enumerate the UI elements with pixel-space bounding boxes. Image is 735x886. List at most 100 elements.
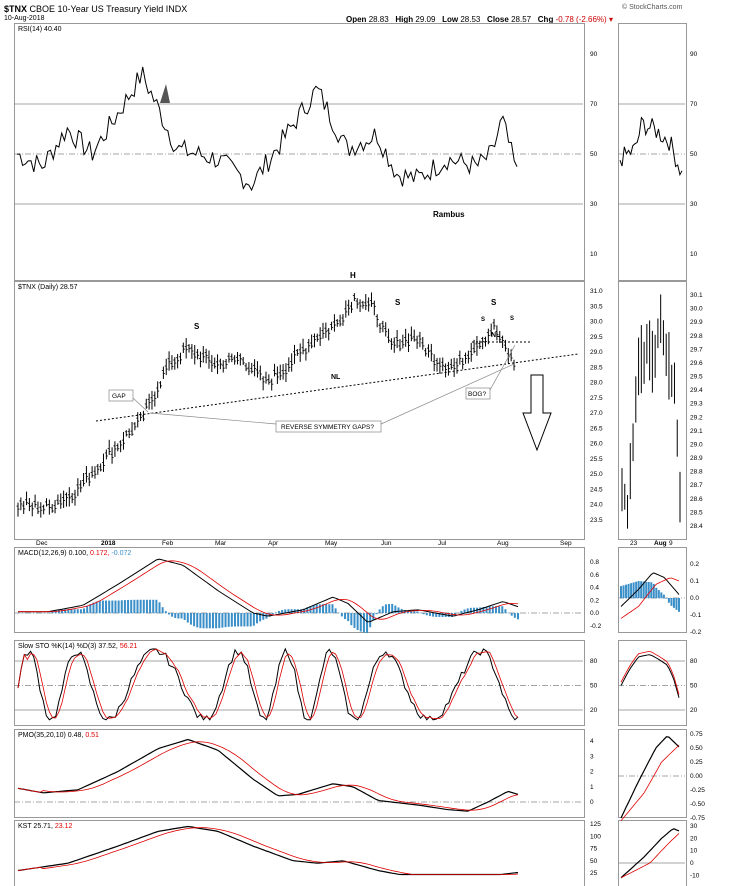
s-small1-label: S	[481, 317, 485, 323]
macd-histogram-bar	[74, 609, 76, 613]
price-side-tick-14: 28.7	[690, 482, 703, 489]
macd-side-histogram-bar	[660, 592, 662, 598]
macd-histogram-bar	[262, 613, 264, 620]
macd-side-histogram-bar	[655, 588, 657, 598]
macd-histogram-bar	[181, 613, 183, 618]
nl-label: NL	[331, 374, 341, 381]
x-axis-label-5: May	[325, 540, 338, 547]
price-tick-12: 25.0	[590, 471, 603, 478]
x-axis-label-4: Apr	[268, 540, 279, 547]
rsi-side-tick-4: 10	[690, 251, 698, 258]
price-tick-2: 30.0	[590, 319, 603, 326]
price-tick-3: 29.5	[590, 334, 603, 341]
rsi-line	[17, 67, 517, 190]
macd-histogram-bar	[215, 613, 217, 628]
macd-histogram-bar	[48, 613, 50, 614]
macd-histogram-bar	[514, 613, 516, 618]
macd-histogram-bar	[489, 606, 491, 613]
macd-label-signal: 0.172,	[90, 550, 109, 557]
macd-side-histogram-bar	[665, 598, 667, 599]
macd-histogram-bar	[237, 613, 239, 626]
macd-histogram-bar	[410, 611, 412, 613]
sto-side-tick-1: 50	[690, 683, 698, 690]
kst-label-signal: 23.12	[55, 823, 73, 830]
s1-label: S	[194, 322, 200, 331]
sto-k-line	[18, 649, 518, 720]
h-label: H	[350, 271, 356, 280]
macd-histogram-bar	[203, 613, 205, 628]
macd-histogram-bar	[177, 613, 179, 618]
x-axis-label-0: Dec	[36, 540, 48, 547]
macd-histogram-bar	[398, 607, 400, 613]
macd-histogram-bar	[118, 600, 120, 613]
gap-callout-pointer	[133, 398, 148, 412]
macd-side-tick-4: -0.2	[690, 629, 702, 636]
pmo-side-tick-4: -0.25	[690, 787, 705, 794]
pmo-side-tick-5: -0.50	[690, 801, 705, 808]
price-tick-14: 24.0	[590, 502, 603, 509]
rsi-side-tick-3: 30	[690, 201, 698, 208]
pmo-side-tick-3: 0.00	[690, 773, 703, 780]
macd-histogram-bar	[80, 609, 82, 613]
price-side-tick-13: 28.8	[690, 469, 703, 476]
kst-side-line	[621, 829, 679, 878]
macd-histogram-bar	[253, 613, 255, 626]
macd-histogram-bar	[133, 600, 135, 613]
macd-histogram-bar	[105, 601, 107, 614]
s-small2-label: S	[510, 316, 514, 322]
x-axis-label-7: Jul	[438, 540, 447, 547]
x-axis-label-2: Feb	[162, 540, 174, 547]
price-tick-9: 26.5	[590, 425, 603, 432]
price-tick-0: 31.0	[590, 288, 603, 295]
sto-label-main: Slow STO %K(14) %D(3) 37.52,	[18, 643, 118, 650]
macd-side-tick-3: -0.1	[690, 612, 702, 619]
macd-histogram-bar	[209, 613, 211, 628]
pmo-side-signal	[621, 745, 679, 821]
sto-side-tick-0: 80	[690, 658, 698, 665]
pmo-line	[18, 740, 518, 812]
rsi-side-tick-2: 50	[690, 151, 698, 158]
kst-side-signal	[621, 833, 679, 877]
pmo-side-tick-2: 0.25	[690, 759, 703, 766]
price-side-tick-11: 29.0	[690, 441, 703, 448]
macd-histogram-bar	[155, 600, 157, 613]
x-axis-side-label-0: 23	[630, 540, 638, 547]
macd-histogram-bar	[196, 613, 198, 627]
macd-histogram-bar	[429, 613, 431, 616]
macd-histogram-bar	[234, 613, 236, 626]
macd-histogram-bar	[206, 613, 208, 628]
macd-histogram-bar	[508, 613, 510, 614]
macd-histogram-bar	[350, 613, 352, 625]
macd-histogram-bar	[335, 608, 337, 613]
rsi-tick-1: 70	[590, 101, 598, 108]
pmo-tick-4: 0	[590, 799, 594, 806]
x-axis-label-8: Aug	[497, 540, 509, 547]
macd-histogram-bar	[385, 604, 387, 613]
macd-side-histogram-bar	[635, 582, 637, 599]
kst-tick-1: 100	[590, 833, 601, 840]
price-side-tick-6: 29.5	[690, 374, 703, 381]
macd-histogram-bar	[504, 609, 506, 613]
pmo-tick-1: 3	[590, 753, 594, 760]
macd-side-tick-2: 0.0	[690, 595, 699, 602]
price-side-tick-16: 28.5	[690, 509, 703, 516]
macd-histogram-bar	[136, 600, 138, 613]
x-axis-label-9: Sep	[560, 540, 572, 547]
macd-tick-3: 0.2	[590, 597, 599, 604]
macd-histogram-bar	[420, 613, 422, 614]
macd-histogram-bar	[319, 604, 321, 613]
macd-histogram-bar	[231, 613, 233, 627]
macd-side-histogram-bar	[648, 582, 650, 598]
price-tick-6: 28.0	[590, 380, 603, 387]
macd-histogram-bar	[108, 601, 110, 614]
rsi-tick-0: 90	[590, 51, 598, 58]
macd-histogram-bar	[221, 613, 223, 628]
kst-side-tick-3: 0	[690, 860, 694, 867]
rambus-annotation: Rambus	[433, 210, 465, 219]
price-side-tick-4: 29.7	[690, 346, 703, 353]
price-side-tick-7: 29.4	[690, 387, 703, 394]
price-side-tick-17: 28.4	[690, 523, 703, 530]
x-axis-label-3: Mar	[215, 540, 227, 547]
macd-histogram-bar	[316, 605, 318, 613]
x-axis-side-sub: 9	[669, 540, 673, 547]
